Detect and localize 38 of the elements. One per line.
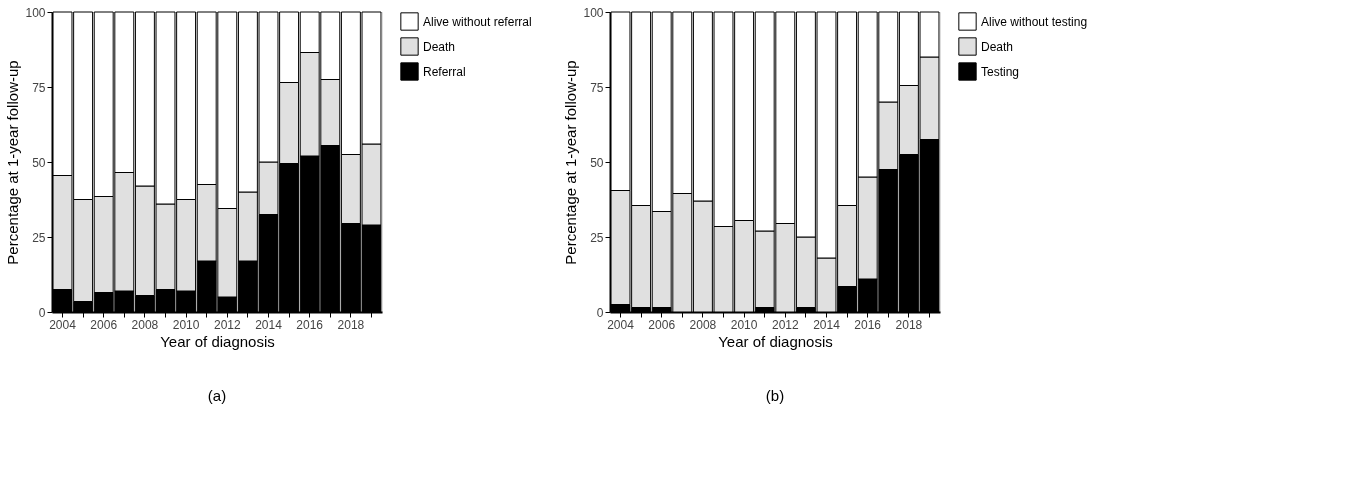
x-tick-label: 2012 <box>771 317 799 332</box>
y-tick-label: 25 <box>32 230 46 245</box>
y-tick-label: 100 <box>583 5 604 20</box>
x-tick-label: 2018 <box>895 317 923 332</box>
y-tick-label: 50 <box>590 155 604 170</box>
legend-label: Alive without testing <box>981 14 1088 29</box>
x-tick-label: 2004 <box>49 317 77 332</box>
x-tick-label: 2014 <box>255 317 283 332</box>
y-axis-title: Percentage at 1-year follow-up <box>4 60 22 265</box>
x-tick-label: 2016 <box>296 317 324 332</box>
x-tick-label: 2012 <box>213 317 241 332</box>
y-tick-label: 75 <box>590 80 604 95</box>
text: (b) <box>765 387 785 404</box>
x-tick-label: 2006 <box>90 317 118 332</box>
x-tick-label: 2004 <box>607 317 635 332</box>
x-tick-label: 2016 <box>854 317 882 332</box>
x-tick-label: 2018 <box>337 317 365 332</box>
text: (a) <box>207 387 227 404</box>
y-tick-label: 0 <box>38 305 46 320</box>
legend-label: Alive without referral <box>423 14 532 29</box>
x-tick-label: 2008 <box>131 317 159 332</box>
legend-label: Death <box>981 39 1014 54</box>
x-tick-label: 2006 <box>648 317 676 332</box>
x-tick-label: 2008 <box>689 317 717 332</box>
y-tick-label: 50 <box>32 155 46 170</box>
y-tick-label: 100 <box>25 5 46 20</box>
x-tick-label: 2010 <box>172 317 200 332</box>
legend-label: Testing <box>981 64 1020 79</box>
y-tick-label: 25 <box>590 230 604 245</box>
y-axis-title: Percentage at 1-year follow-up <box>562 60 580 265</box>
x-axis-title: Year of diagnosis <box>718 332 833 350</box>
x-axis-title: Year of diagnosis <box>160 332 275 350</box>
legend-label: Referral <box>423 64 466 79</box>
y-tick-label: 0 <box>596 305 604 320</box>
x-tick-label: 2010 <box>730 317 758 332</box>
legend-label: Death <box>423 39 456 54</box>
y-tick-label: 75 <box>32 80 46 95</box>
x-tick-label: 2014 <box>813 317 841 332</box>
